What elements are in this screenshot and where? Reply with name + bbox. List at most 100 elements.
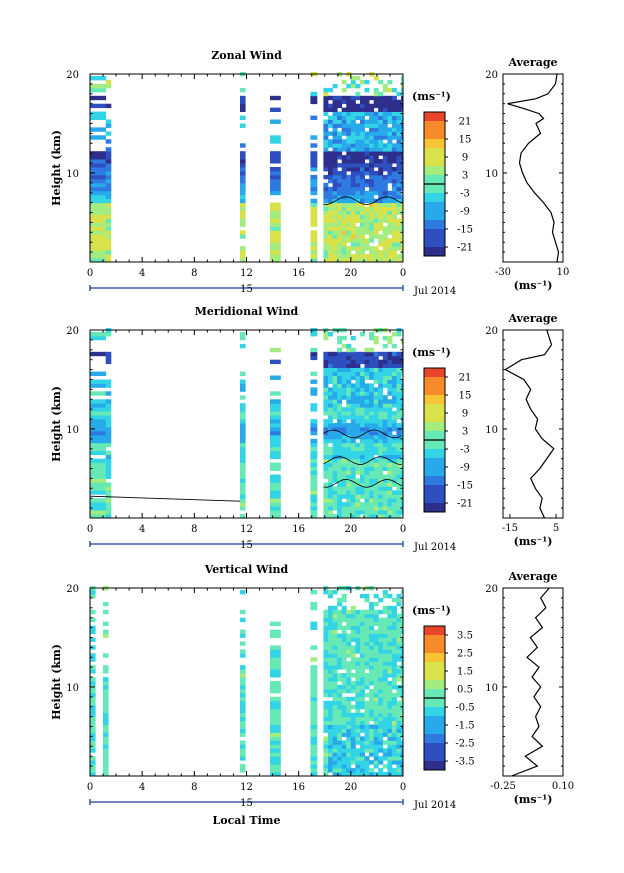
- heatmap-cell: [373, 657, 379, 662]
- heatmap-cell: [346, 367, 352, 372]
- heatmap-cell: [346, 383, 352, 388]
- heatmap-cell: [90, 720, 96, 725]
- heatmap-cell: [270, 498, 281, 503]
- heatmap-cell: [337, 438, 343, 444]
- heatmap-cell: [350, 171, 356, 176]
- heatmap-cell: [90, 768, 96, 773]
- heatmap-cell: [240, 115, 246, 120]
- heatmap-cell: [396, 407, 402, 412]
- heatmap-cell: [369, 139, 375, 144]
- heatmap-cell: [337, 226, 343, 231]
- heatmap-cell: [90, 111, 107, 116]
- heatmap-cell: [346, 427, 352, 432]
- heatmap-cell: [270, 696, 281, 702]
- heatmap-cell: [328, 617, 333, 623]
- heatmap-cell: [369, 167, 375, 172]
- heatmap-cell: [387, 250, 393, 255]
- heatmap-cell: [382, 645, 388, 650]
- heatmap-cell: [346, 230, 352, 235]
- heatmap-cell: [323, 621, 329, 626]
- heatmap-cell: [373, 645, 379, 650]
- heatmap-cell: [328, 692, 333, 698]
- heatmap-cell: [369, 510, 375, 515]
- heatmap-cell: [396, 704, 402, 710]
- heatmap-cell: [270, 688, 281, 694]
- heatmap-cell: [382, 772, 388, 777]
- heatmap-cell: [364, 732, 370, 737]
- heatmap-cell: [382, 355, 388, 361]
- heatmap-cell: [310, 427, 318, 432]
- heatmap-cell: [270, 407, 281, 412]
- heatmap-cell: [341, 768, 347, 773]
- heatmap-cell: [332, 688, 338, 694]
- heatmap-cell: [401, 748, 404, 753]
- heatmap-cell: [355, 688, 361, 694]
- heatmap-cell: [332, 206, 338, 211]
- heatmap-cell: [346, 450, 352, 456]
- heatmap-cell: [369, 613, 375, 619]
- heatmap-cell: [387, 190, 393, 196]
- heatmap-cell: [337, 708, 343, 714]
- heatmap-cell: [401, 478, 404, 483]
- heatmap-cell: [341, 657, 347, 662]
- heatmap-cell: [355, 450, 361, 456]
- heatmap-cell: [337, 661, 343, 666]
- heatmap-cell: [332, 506, 338, 511]
- heatmap-cell: [355, 478, 361, 483]
- heatmap-cell: [360, 665, 365, 670]
- heatmap-cell: [401, 403, 404, 408]
- heatmap-cell: [332, 375, 338, 380]
- heatmap-cell: [240, 430, 246, 436]
- heatmap-cell: [341, 740, 347, 745]
- heatmap-cell: [391, 665, 397, 670]
- heatmap-cell: [346, 371, 352, 376]
- heatmap-cell: [364, 649, 370, 654]
- heatmap-cell: [360, 391, 365, 396]
- heatmap-cell: [103, 677, 109, 682]
- average-y-tick-label: 20: [485, 584, 498, 595]
- heatmap-cell: [270, 645, 281, 650]
- heatmap-cell: [323, 649, 329, 654]
- heatmap-cell: [337, 645, 343, 650]
- heatmap-cell: [346, 740, 352, 745]
- heatmap-cell: [346, 119, 352, 124]
- heatmap-cell: [360, 230, 365, 235]
- heatmap-cell: [332, 438, 338, 444]
- heatmap-cell: [396, 254, 402, 259]
- heatmap-cell: [332, 621, 338, 626]
- colorbar-swatch: [424, 238, 445, 248]
- heatmap-cell: [364, 226, 370, 231]
- heatmap-cell: [240, 190, 246, 196]
- heatmap-cell: [240, 206, 246, 211]
- heatmap-cell: [387, 111, 393, 116]
- heatmap-cell: [310, 748, 318, 753]
- heatmap-cell: [391, 637, 397, 642]
- heatmap-cell: [391, 629, 397, 634]
- heatmap-cell: [337, 601, 343, 607]
- heatmap-cell: [360, 135, 365, 140]
- heatmap-cell: [337, 186, 343, 192]
- heatmap-cell: [337, 740, 343, 745]
- heatmap-cell: [373, 677, 379, 682]
- heatmap-cell: [360, 226, 365, 231]
- heatmap-cell: [396, 194, 402, 200]
- heatmap-cell: [332, 434, 338, 440]
- heatmap-cell: [369, 673, 375, 678]
- heatmap-cell: [103, 756, 109, 761]
- colorbar-swatch: [424, 626, 445, 636]
- heatmap-cell: [323, 462, 329, 467]
- heatmap-cell: [355, 363, 361, 368]
- heatmap-cell: [373, 593, 379, 599]
- average-y-tick-label: 10: [485, 425, 498, 436]
- heatmap-cell: [332, 696, 338, 702]
- heatmap-cell: [105, 167, 112, 172]
- heatmap-cell: [328, 107, 333, 112]
- heatmap-cell: [328, 186, 333, 192]
- heatmap-cell: [382, 135, 388, 140]
- heatmap-cell: [382, 87, 388, 93]
- heatmap-cell: [337, 423, 343, 428]
- heatmap-cell: [364, 617, 370, 623]
- heatmap-cell: [310, 732, 318, 737]
- heatmap-cell: [387, 613, 393, 619]
- heatmap-cell: [332, 147, 338, 152]
